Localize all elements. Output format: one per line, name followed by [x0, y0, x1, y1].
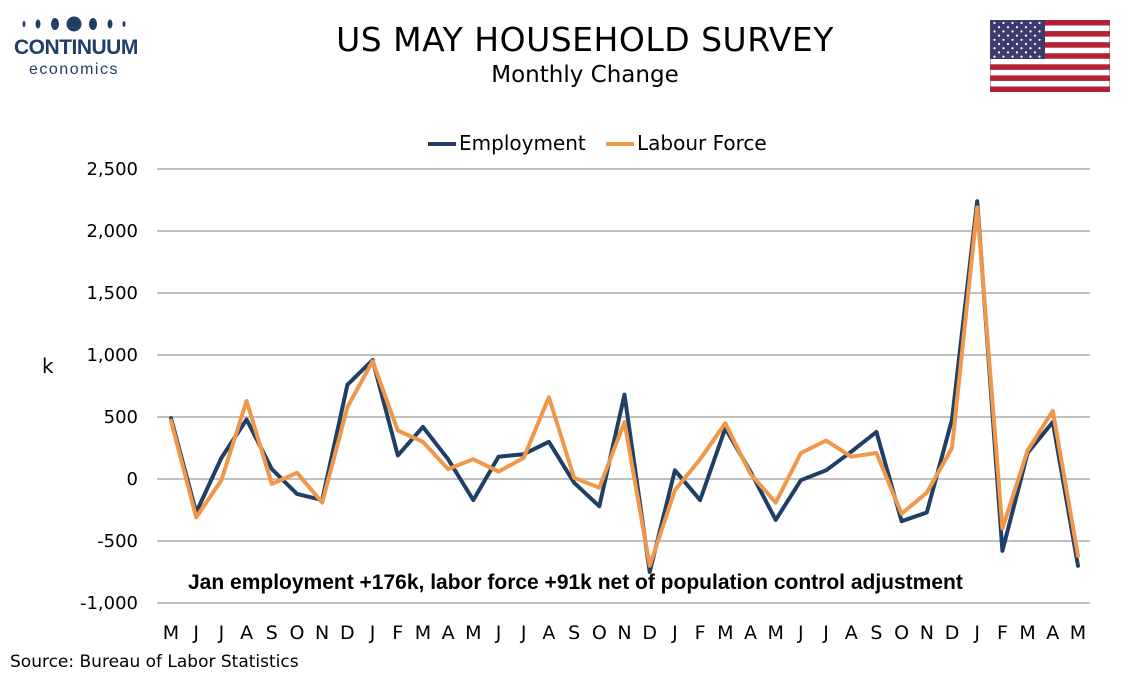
x-tick-label: J	[192, 622, 199, 644]
x-tick-label: S	[266, 622, 278, 644]
x-tick-label: O	[289, 622, 304, 644]
x-tick-label: A	[1046, 622, 1059, 644]
x-tick-label: A	[240, 622, 253, 644]
x-tick-label: M	[1019, 622, 1035, 644]
y-tick-label: 2,500	[86, 159, 138, 180]
x-tick-label: J	[495, 622, 502, 644]
grid-layer	[157, 168, 1090, 604]
chart-annotation: Jan employment +176k, labor force +91k n…	[188, 571, 963, 594]
chart-subtitle: Monthly Change	[491, 62, 679, 88]
x-tick-label: N	[315, 622, 329, 644]
x-tick-label: A	[845, 622, 858, 644]
series-lines	[169, 199, 1080, 574]
x-tick-label: O	[894, 622, 909, 644]
x-tick-label: F	[392, 622, 403, 644]
x-tick-label: J	[520, 622, 527, 644]
x-tick-label: S	[568, 622, 580, 644]
x-tick-label: A	[542, 622, 555, 644]
x-tick-label: J	[797, 622, 804, 644]
x-tick-label: F	[997, 622, 1008, 644]
x-tick-label: A	[442, 622, 455, 644]
x-tick-label: F	[695, 622, 706, 644]
x-tick-label: M	[717, 622, 733, 644]
x-tick-label: M	[1070, 622, 1086, 644]
x-tick-label: J	[218, 622, 225, 644]
x-tick-label: M	[415, 622, 431, 644]
y-tick-label: 0	[127, 469, 138, 490]
x-tick-label: S	[870, 622, 882, 644]
x-tick-label: O	[592, 622, 607, 644]
x-tick-label: J	[671, 622, 678, 644]
y-tick-label: 500	[104, 407, 138, 428]
y-tick-label: -1,000	[80, 593, 138, 614]
chart-title: US MAY HOUSEHOLD SURVEY	[336, 20, 834, 59]
x-tick-label: D	[642, 622, 657, 644]
y-tick-label: 2,000	[86, 221, 138, 242]
us-flag-icon	[990, 20, 1110, 92]
legend-label-employment: Employment	[459, 131, 586, 155]
continuum-logo: CONTINUUM economics	[14, 14, 138, 78]
x-tick-label: N	[617, 622, 631, 644]
x-tick-label: N	[920, 622, 934, 644]
x-tick-label: J	[822, 622, 829, 644]
y-tick-label: 1,000	[86, 345, 138, 366]
x-tick-label: D	[340, 622, 355, 644]
legend-label-labour-force: Labour Force	[637, 131, 767, 155]
source-note: Source: Bureau of Labor Statistics	[10, 652, 299, 672]
x-tick-label: J	[369, 622, 376, 644]
series-line-labour-force	[169, 205, 1080, 568]
y-tick-labels: -1,000 -500 0 500 1,000 1,500 2,000 2,500	[80, 159, 138, 614]
x-tick-label: M	[163, 622, 179, 644]
x-tick-label: J	[973, 622, 980, 644]
x-tick-label: M	[465, 622, 481, 644]
logo-name: CONTINUUM	[14, 36, 138, 59]
logo-dots-icon	[22, 16, 126, 32]
x-tick-label: D	[945, 622, 960, 644]
y-axis-label: k	[42, 354, 54, 378]
y-tick-label: -500	[97, 531, 138, 552]
series-line-employment	[169, 199, 1080, 574]
x-tick-label: A	[744, 622, 757, 644]
logo-subtitle: economics	[29, 61, 119, 78]
legend: Employment Labour Force	[428, 131, 767, 155]
x-tick-label: M	[767, 622, 783, 644]
y-tick-label: 1,500	[86, 283, 138, 304]
